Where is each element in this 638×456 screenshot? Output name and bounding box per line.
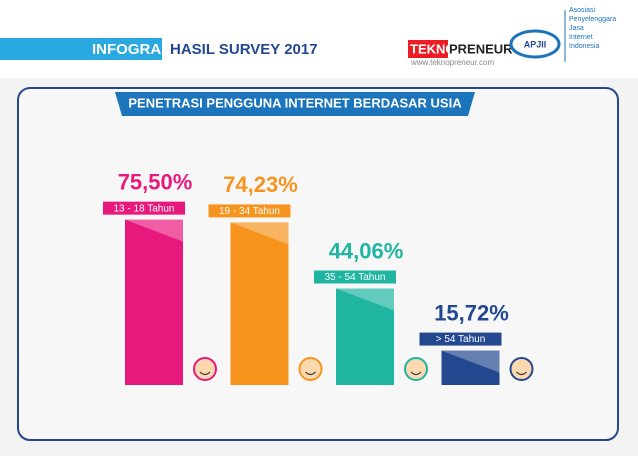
face-icon	[298, 357, 323, 381]
bar	[441, 350, 500, 385]
org-logo	[509, 29, 561, 59]
bar-shine	[125, 219, 183, 242]
bar	[125, 219, 183, 385]
org-line: Asosiasi	[569, 7, 596, 14]
category-box	[208, 204, 291, 218]
org-line: Internet	[569, 34, 593, 41]
brand-box	[408, 40, 448, 58]
face-smile	[305, 371, 316, 376]
category-label: 35 - 54 Tahun	[325, 272, 386, 283]
url: www.teknopreneur.com	[410, 58, 494, 67]
org: APJII	[524, 39, 547, 49]
tag: INFOGRAFIS	[92, 41, 185, 58]
category-box	[314, 270, 396, 284]
value-label: 75,50%	[118, 169, 193, 194]
bar-shine	[441, 350, 500, 373]
chart-title: PENETRASI PENGGUNA INTERNET BERDASAR USI…	[128, 95, 462, 110]
org-line: Indonesia	[569, 43, 599, 50]
face-icon	[509, 357, 534, 381]
face-smile	[199, 371, 211, 376]
face-smile	[516, 371, 527, 376]
category-label: 13 - 18 Tahun	[114, 203, 175, 214]
face-smile	[410, 371, 422, 376]
subtitle: HASIL SURVEY 2017	[170, 41, 318, 58]
tag-band	[0, 38, 162, 60]
face-icon	[404, 357, 428, 381]
category-box	[103, 201, 185, 215]
brand-a: TEKNO	[410, 41, 456, 56]
title-banner	[115, 92, 475, 116]
panel	[17, 87, 619, 441]
org-line: Jasa	[569, 25, 584, 32]
value-label: 15,72%	[434, 300, 509, 325]
category-label: > 54 Tahun	[436, 334, 486, 345]
face-icon	[193, 357, 217, 381]
value-label: 44,06%	[329, 238, 404, 263]
bar	[230, 222, 289, 385]
org-line: Penyelenggara	[569, 16, 616, 23]
bar-shine	[336, 288, 394, 311]
bar-shine	[230, 222, 289, 245]
category-label: 19 - 34 Tahun	[219, 206, 280, 217]
category-box	[419, 332, 502, 346]
bar	[336, 288, 394, 385]
brand-b: PRENEUR	[449, 41, 513, 56]
value-label: 74,23%	[223, 172, 298, 197]
